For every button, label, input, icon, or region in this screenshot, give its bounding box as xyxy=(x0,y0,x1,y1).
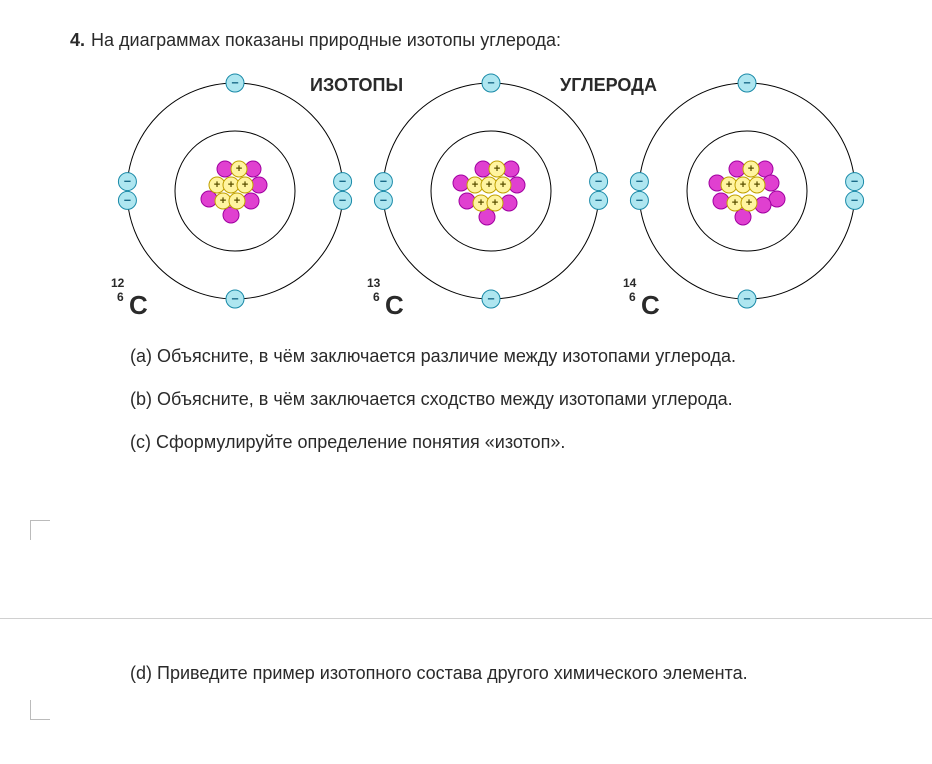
atomic-number: 6 xyxy=(629,290,636,304)
svg-text:−: − xyxy=(380,175,387,189)
svg-text:−: − xyxy=(231,292,238,306)
element-symbol: C xyxy=(385,290,404,320)
svg-text:+: + xyxy=(486,179,493,191)
isotope-diagrams: ++++++−−−−−−126C++++++−−−−−−136C++++++−−… xyxy=(100,71,882,316)
isotope-label: 136C xyxy=(371,290,404,321)
atom-svg: ++++++−−−−−− xyxy=(371,71,611,311)
svg-text:−: − xyxy=(339,193,346,207)
question-intro: 4. На диаграммах показаны природные изот… xyxy=(70,30,882,51)
subquestion-a: (a) Объясните, в чём заключается различи… xyxy=(130,346,882,367)
divider-line xyxy=(0,618,932,619)
svg-text:+: + xyxy=(236,163,243,175)
svg-text:−: − xyxy=(636,193,643,207)
svg-text:+: + xyxy=(242,179,249,191)
element-symbol: C xyxy=(641,290,660,320)
svg-text:+: + xyxy=(472,179,479,191)
svg-text:+: + xyxy=(228,179,235,191)
question-text: На диаграммах показаны природные изотопы… xyxy=(91,30,561,51)
svg-text:−: − xyxy=(595,175,602,189)
svg-text:+: + xyxy=(754,179,761,191)
svg-text:−: − xyxy=(380,193,387,207)
mass-number: 12 xyxy=(111,276,124,290)
svg-text:+: + xyxy=(234,195,241,207)
question-number: 4. xyxy=(70,30,85,51)
svg-text:+: + xyxy=(740,179,747,191)
svg-text:−: − xyxy=(851,193,858,207)
mass-number: 13 xyxy=(367,276,380,290)
svg-text:−: − xyxy=(339,175,346,189)
svg-text:−: − xyxy=(743,76,750,90)
svg-text:+: + xyxy=(494,163,501,175)
subquestion-c: (c) Сформулируйте определение понятия «и… xyxy=(130,432,882,453)
svg-text:+: + xyxy=(492,197,499,209)
svg-text:+: + xyxy=(732,197,739,209)
svg-text:+: + xyxy=(500,179,507,191)
svg-text:−: − xyxy=(231,76,238,90)
svg-text:+: + xyxy=(746,197,753,209)
svg-text:−: − xyxy=(124,193,131,207)
isotope-label: 126C xyxy=(115,290,148,321)
svg-text:−: − xyxy=(487,292,494,306)
atomic-number: 6 xyxy=(117,290,124,304)
subquestion-b: (b) Объясните, в чём заключается сходств… xyxy=(130,389,882,410)
svg-text:+: + xyxy=(726,179,733,191)
element-symbol: C xyxy=(129,290,148,320)
atom-svg: ++++++−−−−−− xyxy=(627,71,867,311)
atom-svg: ++++++−−−−−− xyxy=(115,71,355,311)
svg-text:+: + xyxy=(220,195,227,207)
crop-mark-icon xyxy=(30,520,50,540)
svg-text:−: − xyxy=(851,175,858,189)
mass-number: 14 xyxy=(623,276,636,290)
atomic-number: 6 xyxy=(373,290,380,304)
svg-text:−: − xyxy=(743,292,750,306)
isotope-label: 146C xyxy=(627,290,660,321)
atom-diagram: ++++++−−−−−−146C xyxy=(627,71,867,316)
svg-text:+: + xyxy=(748,163,755,175)
svg-text:−: − xyxy=(124,175,131,189)
svg-text:−: − xyxy=(595,193,602,207)
svg-text:−: − xyxy=(487,76,494,90)
svg-text:−: − xyxy=(636,175,643,189)
svg-text:+: + xyxy=(478,197,485,209)
subquestion-d: (d) Приведите пример изотопного состава … xyxy=(130,663,882,684)
crop-mark-icon xyxy=(30,700,50,720)
svg-text:+: + xyxy=(214,179,221,191)
atom-diagram: ++++++−−−−−−136C xyxy=(371,71,611,316)
atom-diagram: ++++++−−−−−−126C xyxy=(115,71,355,316)
